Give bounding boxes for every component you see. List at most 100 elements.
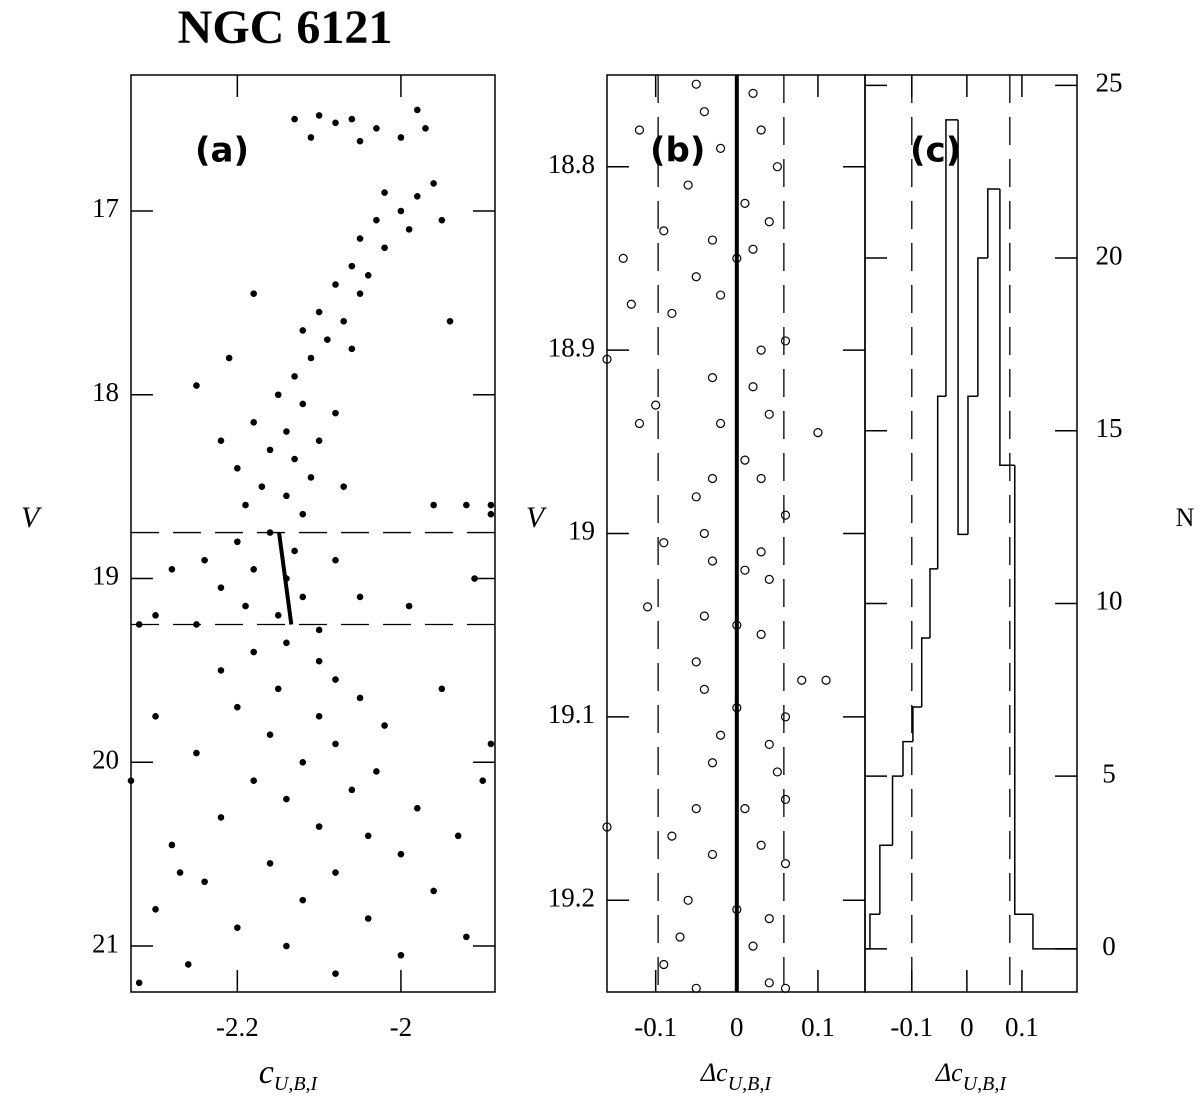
star-point bbox=[135, 979, 143, 987]
star-point bbox=[217, 437, 225, 444]
x-axis-label: cU,B,I bbox=[259, 1054, 319, 1095]
star-point bbox=[626, 299, 636, 309]
star-point bbox=[135, 621, 143, 628]
star-point bbox=[413, 804, 421, 812]
x-axis-label-main: Δc bbox=[700, 1058, 728, 1087]
star-point bbox=[266, 529, 274, 536]
star-point bbox=[732, 904, 742, 915]
star-point bbox=[291, 455, 298, 463]
star-point bbox=[748, 941, 758, 951]
histogram-bin bbox=[945, 119, 959, 397]
star-point bbox=[487, 740, 495, 748]
histogram-bin bbox=[1032, 914, 1051, 950]
star-point bbox=[764, 978, 774, 988]
star-point bbox=[340, 483, 347, 490]
star-point bbox=[715, 143, 726, 153]
histogram-bin bbox=[987, 188, 1000, 259]
star-point bbox=[764, 217, 774, 227]
star-point bbox=[772, 767, 782, 777]
star-point bbox=[756, 547, 766, 557]
star-point bbox=[764, 409, 774, 419]
star-point bbox=[307, 354, 315, 362]
star-point bbox=[307, 474, 315, 481]
star-point bbox=[168, 841, 176, 849]
star-point bbox=[413, 106, 421, 114]
star-point bbox=[234, 538, 241, 546]
star-point bbox=[487, 501, 495, 509]
star-point bbox=[250, 648, 257, 656]
y-tick-label: 18.8 bbox=[548, 149, 595, 179]
star-point bbox=[740, 565, 750, 575]
star-point bbox=[356, 290, 364, 297]
y-tick-label: 19.2 bbox=[548, 883, 595, 913]
star-point bbox=[193, 382, 200, 389]
star-point bbox=[283, 492, 290, 500]
star-point bbox=[299, 400, 307, 408]
star-point bbox=[764, 914, 774, 924]
star-point bbox=[780, 859, 791, 869]
y-tick-label: 19.1 bbox=[548, 699, 595, 729]
star-point bbox=[707, 473, 718, 484]
star-point bbox=[217, 667, 225, 674]
star-point bbox=[602, 822, 612, 832]
histogram-bin bbox=[999, 188, 1015, 467]
star-point bbox=[446, 317, 454, 325]
star-point bbox=[732, 620, 742, 630]
star-point bbox=[152, 906, 159, 913]
star-point bbox=[487, 510, 495, 518]
star-point bbox=[813, 428, 823, 438]
x-tick-label: -2 bbox=[390, 1012, 413, 1042]
histogram-bin bbox=[879, 844, 893, 915]
star-point bbox=[242, 602, 249, 610]
star-point bbox=[756, 629, 766, 639]
y-axis-label: V bbox=[526, 501, 548, 534]
histogram-bin bbox=[977, 257, 988, 397]
x-tick-label: -0.1 bbox=[634, 1012, 677, 1042]
figure-title: NGC 6121 bbox=[178, 1, 393, 54]
star-point bbox=[715, 730, 726, 740]
star-point bbox=[756, 840, 766, 850]
star-point bbox=[772, 162, 782, 172]
star-point bbox=[291, 547, 298, 555]
star-point bbox=[381, 244, 388, 252]
star-point bbox=[740, 455, 750, 465]
star-point bbox=[748, 88, 758, 98]
x-axis-label-sub: U,B,I bbox=[728, 1073, 773, 1095]
y-tick-label: 18.9 bbox=[548, 332, 595, 362]
star-point bbox=[364, 915, 372, 922]
star-point bbox=[797, 675, 807, 685]
star-point bbox=[266, 860, 274, 867]
y-tick-label: 19 bbox=[568, 516, 595, 546]
star-point bbox=[250, 566, 257, 573]
star-point bbox=[364, 832, 372, 840]
star-point bbox=[266, 446, 274, 454]
star-point bbox=[430, 887, 437, 895]
star-point bbox=[332, 676, 339, 683]
histogram-bin bbox=[912, 706, 922, 742]
star-point bbox=[291, 373, 298, 380]
star-point bbox=[642, 602, 653, 612]
star-point bbox=[299, 593, 307, 601]
star-point bbox=[659, 959, 669, 970]
x-tick-label: 0.1 bbox=[801, 1012, 835, 1042]
star-point bbox=[348, 262, 356, 270]
star-point bbox=[471, 575, 478, 582]
star-point bbox=[454, 832, 462, 840]
star-point bbox=[274, 685, 282, 693]
star-point bbox=[699, 528, 709, 539]
star-point bbox=[332, 119, 339, 127]
star-point bbox=[780, 983, 791, 993]
star-point bbox=[234, 924, 241, 931]
star-point bbox=[283, 575, 290, 582]
plot-frame bbox=[864, 74, 1078, 993]
histogram-bin bbox=[920, 637, 930, 708]
star-point bbox=[634, 125, 645, 135]
star-point bbox=[217, 584, 225, 592]
star-point bbox=[707, 758, 718, 768]
y-tick-label: 25 bbox=[1096, 68, 1123, 98]
star-point bbox=[315, 626, 323, 634]
star-point bbox=[707, 373, 718, 383]
star-point bbox=[315, 657, 323, 665]
star-point bbox=[707, 235, 718, 245]
